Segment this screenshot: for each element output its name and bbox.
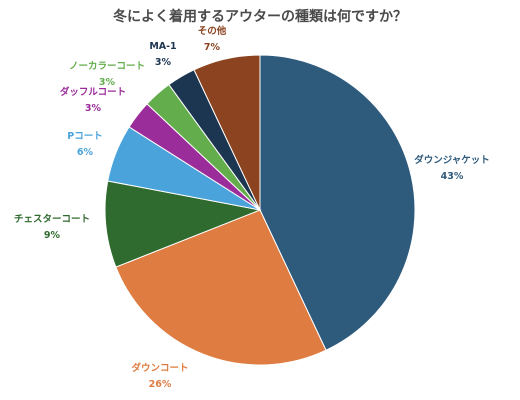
pie-slice (115, 209, 327, 366)
slice-value-label: 3% (155, 57, 172, 68)
pie-slice (193, 54, 261, 211)
slice-name-label: Pコート (67, 131, 102, 142)
slice-value-label: 43% (441, 171, 464, 182)
slice-name-label: ダウンジャケット (414, 154, 490, 166)
slice-value-label: 9% (44, 230, 61, 241)
pie-slice (104, 180, 262, 268)
chart-title: 冬によく着用するアウターの種類は何ですか？ (113, 9, 407, 25)
slice-value-label: 3% (99, 77, 116, 88)
slice-value-label: 7% (204, 42, 221, 53)
slice-value-label: 26% (149, 379, 172, 390)
slice-name-label: その他 (198, 25, 227, 37)
slice-name-label: ノーカラーコート (69, 61, 145, 72)
slice-name-label: MA-1 (149, 41, 176, 52)
pie-slice (259, 54, 416, 351)
slice-value-label: 3% (85, 103, 102, 114)
slice-name-label: ダウンコート (131, 362, 188, 374)
slice-value-label: 6% (77, 147, 94, 158)
slice-name-label: ダッフルコート (60, 86, 126, 98)
slice-name-label: チェスターコート (14, 213, 90, 225)
